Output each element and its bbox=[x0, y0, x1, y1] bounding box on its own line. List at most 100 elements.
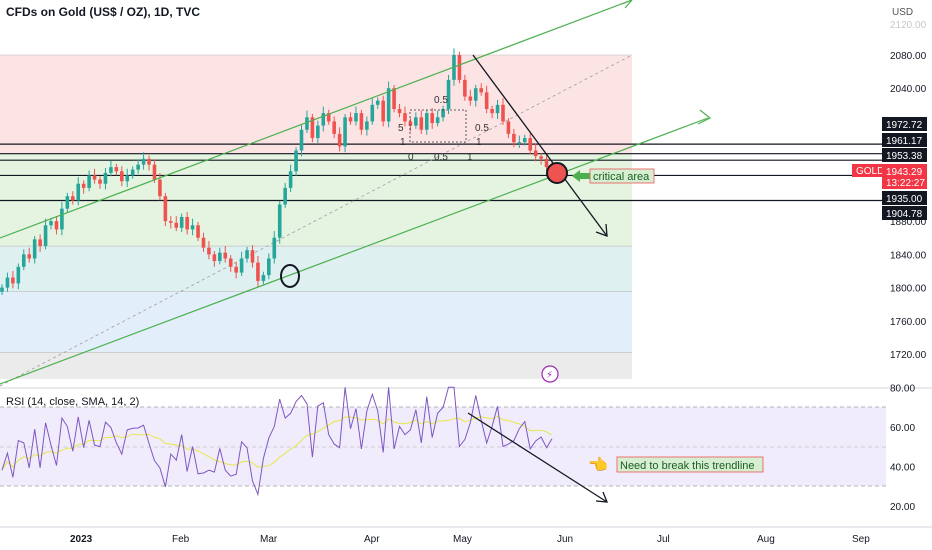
candle-body bbox=[49, 221, 53, 226]
price-tick-1: 2040.00 bbox=[890, 84, 927, 95]
candle-body bbox=[87, 175, 91, 188]
rsi-tick-2: 40.00 bbox=[890, 462, 915, 473]
rsi-note-box bbox=[616, 456, 764, 473]
level-tag-box-3 bbox=[882, 191, 927, 205]
candle-body bbox=[81, 183, 86, 188]
fib-label-left-one: 1 bbox=[400, 137, 406, 148]
candle-body bbox=[190, 225, 195, 230]
fib-label-right-half: 0.5 bbox=[475, 123, 489, 134]
time-axis[interactable]: 2023 Feb Mar Apr May Jun Jul Aug Sep bbox=[70, 534, 870, 545]
candle-body bbox=[11, 277, 15, 284]
price-axis[interactable]: USD 2120.00 2080.00 2040.00 1880.00 1840.00… bbox=[852, 7, 927, 361]
candle-body bbox=[501, 104, 505, 122]
candle-body bbox=[326, 113, 331, 122]
rsi-line bbox=[1, 386, 553, 497]
candle-body bbox=[109, 167, 113, 173]
candle-body bbox=[468, 96, 473, 101]
candle-body bbox=[92, 175, 97, 180]
time-label-feb: Feb bbox=[172, 534, 190, 545]
zone-2 bbox=[0, 246, 632, 292]
channel-lower-line[interactable] bbox=[0, 117, 709, 385]
time-label-2023: 2023 bbox=[70, 534, 93, 545]
rsi-tick-1: 60.00 bbox=[890, 423, 915, 434]
critical-area-label: critical area bbox=[593, 171, 650, 183]
candle-body bbox=[397, 108, 402, 114]
candle-body bbox=[250, 250, 255, 263]
currency-label: USD bbox=[892, 7, 913, 18]
chart-title: CFDs on Gold (US$ / OZ), 1D, TVC bbox=[6, 5, 200, 19]
candle-body bbox=[179, 216, 184, 228]
candle-body bbox=[495, 104, 500, 114]
candle-body bbox=[354, 113, 358, 122]
level-tag-box-2 bbox=[882, 148, 927, 162]
candle-body bbox=[70, 196, 75, 201]
critical-area-box bbox=[589, 168, 655, 184]
lightning-icon[interactable] bbox=[541, 365, 559, 383]
candle-body bbox=[239, 258, 244, 273]
candle-body bbox=[539, 156, 543, 159]
price-tick-faded: 2120.00 bbox=[890, 20, 927, 31]
fib-label-right-one: 1 bbox=[476, 137, 482, 148]
level-tag-box-4 bbox=[882, 206, 927, 220]
candle-body bbox=[158, 179, 162, 197]
fib-box bbox=[409, 109, 467, 143]
pointing-hand-icon: 👈 bbox=[588, 456, 608, 474]
level-tag-3: 1935.00 bbox=[886, 194, 923, 205]
current-price-symbol-box bbox=[852, 164, 882, 177]
level-tag-box-1 bbox=[882, 133, 927, 147]
candle-body bbox=[16, 266, 21, 284]
candle-body bbox=[261, 275, 266, 281]
candle-body bbox=[196, 225, 200, 238]
candle-body bbox=[0, 287, 4, 292]
candle-body bbox=[446, 79, 451, 109]
candle-body bbox=[218, 252, 222, 261]
candle-body bbox=[473, 88, 478, 101]
time-label-sep: Sep bbox=[852, 534, 870, 545]
candle-body bbox=[386, 88, 391, 122]
price-tick-2: 1880.00 bbox=[890, 217, 927, 228]
rsi-tick-3: 20.00 bbox=[890, 502, 915, 513]
rsi-tick-0: 80.00 bbox=[890, 383, 915, 394]
critical-area-arrow bbox=[572, 170, 590, 182]
level-tag-2: 1953.38 bbox=[886, 151, 923, 162]
candle-body bbox=[512, 133, 516, 143]
candle-body bbox=[152, 164, 157, 180]
candle-body bbox=[506, 121, 511, 134]
channel-upper-line[interactable] bbox=[0, 0, 633, 239]
candle-body bbox=[76, 183, 81, 201]
candle-body bbox=[544, 158, 549, 168]
candle-body bbox=[27, 254, 32, 259]
candle-body bbox=[490, 108, 494, 114]
channel-upper-arrowhead bbox=[621, 0, 633, 9]
candle-body bbox=[201, 237, 206, 248]
level-tag-box-0 bbox=[882, 117, 927, 131]
rsi-axis[interactable]: 80.00 60.00 40.00 20.00 bbox=[890, 383, 915, 513]
candle-body bbox=[272, 237, 277, 259]
rsi-downtrend-line[interactable] bbox=[467, 412, 608, 503]
candle-body bbox=[223, 252, 228, 259]
candle-body bbox=[141, 158, 146, 165]
march-low-marker[interactable] bbox=[280, 264, 300, 288]
candle-body bbox=[375, 100, 380, 105]
candle-body bbox=[234, 266, 238, 273]
candle-body bbox=[114, 167, 119, 172]
critical-area-marker[interactable] bbox=[546, 162, 568, 184]
candle-body bbox=[408, 121, 413, 126]
candle-body bbox=[337, 133, 342, 147]
time-label-jul: Jul bbox=[657, 534, 670, 545]
candle-body bbox=[517, 142, 522, 144]
price-tick-4: 1800.00 bbox=[890, 284, 927, 295]
candle-body bbox=[207, 247, 211, 255]
candle-body bbox=[484, 92, 489, 109]
candle-body bbox=[359, 113, 364, 130]
candle-body bbox=[424, 113, 429, 130]
rsi-panel[interactable]: RSI (14, close, SMA, 14, 2) 👈 Need to br… bbox=[0, 386, 886, 503]
candle-body bbox=[163, 196, 168, 222]
candle-body bbox=[430, 113, 434, 124]
fib-label-mid: 0.5 bbox=[434, 152, 448, 163]
candle-body bbox=[332, 121, 336, 134]
candle-body bbox=[348, 117, 353, 122]
downtrend-arrow-line[interactable] bbox=[472, 54, 608, 237]
candle-body bbox=[43, 225, 48, 247]
